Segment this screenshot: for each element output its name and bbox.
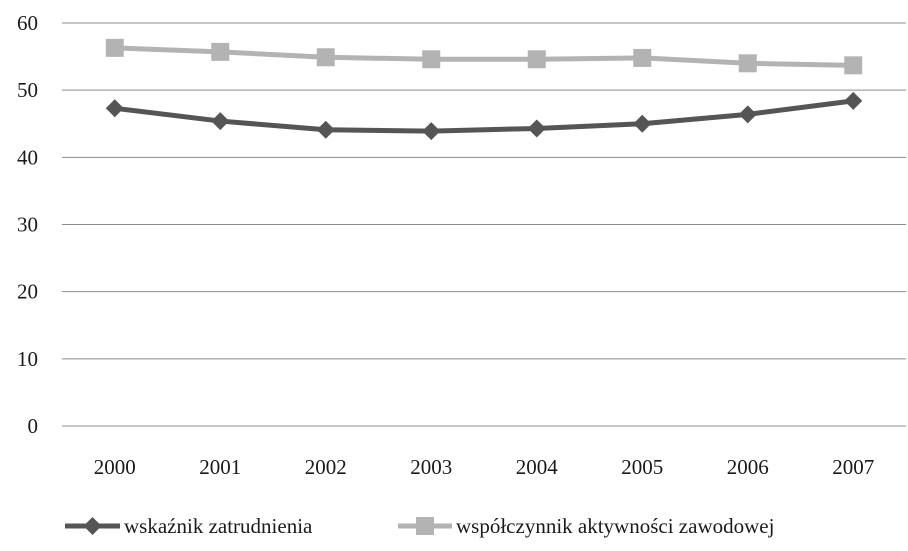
square-marker	[211, 42, 230, 61]
square-marker	[422, 50, 441, 69]
y-tick-label: 20	[17, 280, 38, 304]
square-marker	[105, 38, 124, 57]
diamond-marker	[844, 91, 863, 110]
square-marker	[633, 48, 652, 67]
x-tick-label: 2000	[94, 455, 136, 479]
legend-label: wskaźnik zatrudnienia	[124, 514, 313, 538]
x-tick-label: 2001	[199, 455, 241, 479]
y-tick-label: 0	[28, 414, 39, 438]
y-tick-label: 60	[17, 11, 38, 35]
x-tick-label: 2005	[621, 455, 663, 479]
square-marker	[844, 56, 863, 75]
x-tick-label: 2002	[305, 455, 347, 479]
diamond-marker	[211, 112, 230, 131]
diamond-marker	[105, 99, 124, 118]
series-line	[114, 45, 854, 68]
series-0	[105, 91, 863, 141]
legend-item-1: współczynnik aktywności zawodowej	[398, 514, 774, 538]
square-marker	[527, 50, 546, 69]
y-tick-label: 50	[17, 78, 38, 102]
diamond-marker	[316, 120, 335, 139]
x-axis-ticks: 2000 2001 2002 2003 2004 2005 2006 2007	[94, 455, 875, 479]
x-tick-label: 2006	[727, 455, 769, 479]
y-axis-ticks: 0 10 20 30 40 50 60	[17, 11, 38, 438]
x-tick-label: 2007	[832, 455, 874, 479]
x-tick-label: 2004	[516, 455, 559, 479]
diamond-marker	[527, 119, 546, 138]
series-1	[105, 38, 863, 75]
legend-label: współczynnik aktywności zawodowej	[456, 514, 774, 538]
series-layer	[105, 38, 863, 141]
square-marker	[738, 54, 757, 73]
series-line	[114, 98, 854, 134]
y-tick-label: 30	[17, 213, 38, 237]
y-tick-label: 40	[17, 145, 38, 169]
square-marker	[316, 48, 335, 67]
x-tick-label: 2003	[410, 455, 452, 479]
y-tick-label: 10	[17, 347, 38, 371]
diamond-marker	[738, 105, 757, 124]
legend-diamond-marker	[83, 517, 102, 535]
diamond-marker	[633, 114, 652, 133]
gridlines	[62, 22, 906, 427]
legend-square-marker	[416, 517, 434, 535]
legend-item-0: wskaźnik zatrudnienia	[65, 514, 313, 538]
legend: wskaźnik zatrudnienia współczynnik aktywn…	[65, 514, 774, 538]
diamond-marker	[422, 122, 441, 141]
